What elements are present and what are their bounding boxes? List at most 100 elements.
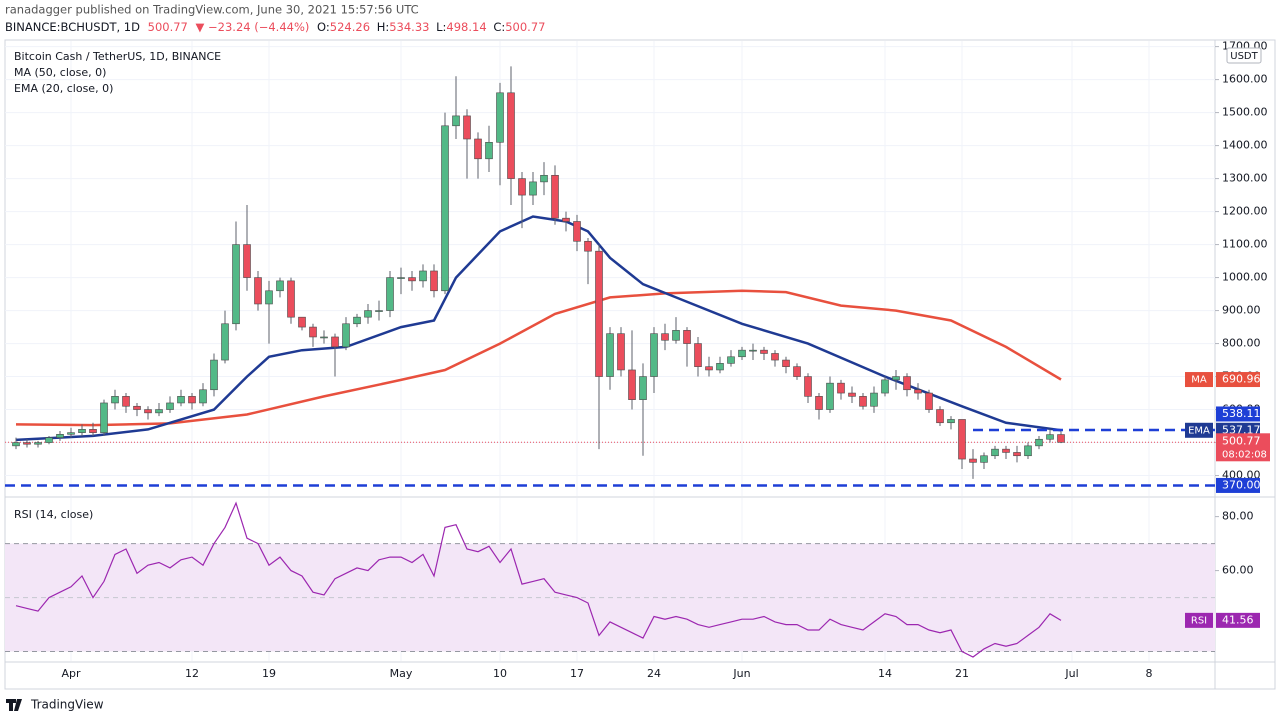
candle-body	[419, 270, 427, 282]
candle-body	[441, 125, 449, 292]
indicator-value: 41.56	[1222, 613, 1254, 626]
x-tick-label: 12	[185, 667, 199, 680]
candle-body	[661, 333, 669, 341]
candle-body	[584, 240, 592, 252]
candle-body	[947, 419, 955, 424]
candle-body	[716, 363, 724, 371]
candle-body	[903, 376, 911, 391]
candle-body	[980, 455, 988, 463]
candle-body	[496, 92, 504, 143]
x-tick-label: Jul	[1064, 667, 1078, 680]
candle-body	[254, 277, 262, 305]
candle-body	[595, 250, 603, 377]
x-tick-label: Apr	[61, 667, 81, 680]
candle-body	[100, 402, 108, 433]
candle-body	[529, 181, 537, 196]
candle-body	[364, 310, 372, 318]
indicator-tag: MA	[1191, 375, 1207, 386]
ohlc-value: 534.33	[389, 20, 429, 34]
candle-body	[56, 433, 64, 438]
last-price-box	[1216, 433, 1270, 462]
indicator-tag: RSI	[1191, 615, 1207, 626]
x-tick-label: 19	[262, 667, 276, 680]
candle-body	[474, 138, 482, 160]
candle-body	[144, 409, 152, 414]
candle-body	[749, 349, 757, 352]
candle-body	[573, 221, 581, 242]
y-tick-label: 1500.00	[1222, 106, 1268, 119]
candle-body	[287, 280, 295, 318]
frame	[4, 39, 1276, 690]
candle-body	[463, 115, 471, 140]
x-tick-label: 24	[647, 667, 661, 680]
candle-body	[23, 442, 31, 445]
candle-body	[562, 217, 570, 222]
candle-body	[683, 330, 691, 344]
ohlc-key: H:	[377, 20, 390, 34]
candle-body	[408, 277, 416, 282]
candle-body	[540, 174, 548, 183]
change: ▼ −23.24 (−4.44%)	[196, 20, 310, 34]
last-price-label: 500.77	[1222, 434, 1261, 447]
candle-body	[188, 396, 196, 404]
candle-body	[771, 353, 779, 361]
ohlc-key: C:	[493, 20, 505, 34]
x-tick-label: May	[390, 667, 413, 680]
y-tick-label: 1600.00	[1222, 73, 1268, 86]
candle-body	[705, 366, 713, 371]
ohlc-value: 500.77	[505, 20, 545, 34]
candle-body	[859, 396, 867, 407]
logo	[6, 699, 22, 711]
candle-body	[485, 141, 493, 160]
candle-body	[221, 323, 229, 361]
level-label-box	[1216, 406, 1260, 422]
candle-body	[793, 366, 801, 377]
candle-body	[199, 389, 207, 404]
candle-body	[837, 382, 845, 394]
unit-label: USDT	[1230, 51, 1258, 62]
candle-body	[991, 448, 999, 457]
candle-body	[606, 333, 614, 377]
candle-body	[232, 244, 240, 325]
candle-body	[694, 343, 702, 367]
candle-body	[815, 396, 823, 410]
x-tick-label: 8	[1146, 667, 1153, 680]
chart-title: Bitcoin Cash / TetherUS, 1D, BINANCE	[14, 50, 221, 63]
candle-body	[518, 178, 526, 196]
rsi-line	[15, 501, 1062, 658]
candle-body	[67, 432, 75, 435]
candle-body	[914, 389, 922, 394]
y-tick-label: 1000.00	[1222, 271, 1268, 284]
footer-text: TradingView	[30, 698, 104, 712]
level-label: 370.00	[1222, 478, 1261, 491]
quote-line: BINANCE:BCHUSDT, 1D 500.77 ▼ −23.24 (−4.…	[5, 20, 545, 34]
candle-body	[342, 323, 350, 348]
candle-body	[969, 458, 977, 463]
candle-body	[243, 244, 251, 278]
indicator-value: 537.17	[1222, 423, 1261, 436]
candle-body	[551, 174, 559, 219]
ohlc-value: 524.26	[330, 20, 370, 34]
published: ranadagger published on TradingView.com,…	[5, 3, 419, 17]
x-tick-label: Jun	[732, 667, 750, 680]
candle-body	[133, 405, 141, 410]
rsi-title: RSI (14, close)	[14, 508, 93, 521]
candle-body	[78, 429, 86, 433]
candle-body	[386, 277, 394, 311]
candle-body	[331, 336, 339, 348]
candle-body	[210, 359, 218, 391]
indicator-tag-box	[1185, 612, 1213, 628]
y-tick-label: 900.00	[1222, 304, 1261, 317]
y-tick-label: 1200.00	[1222, 205, 1268, 218]
indicator-value-box	[1216, 612, 1260, 628]
y-tick-label: 800.00	[1222, 337, 1261, 350]
indicator-line	[15, 215, 1062, 442]
candle-body	[89, 429, 97, 433]
x-tick-label: 17	[570, 667, 584, 680]
candle-body	[617, 333, 625, 371]
candle-body	[122, 396, 130, 407]
candle-body	[738, 349, 746, 358]
candle-body	[430, 270, 438, 292]
